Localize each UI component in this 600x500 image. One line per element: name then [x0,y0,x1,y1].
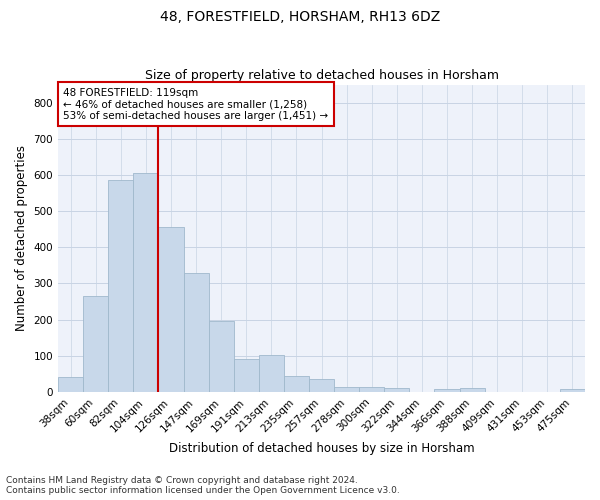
Bar [334,387,359,392]
Bar [233,360,259,392]
Bar [384,388,409,392]
Bar [209,322,233,392]
Text: 48 FORESTFIELD: 119sqm
← 46% of detached houses are smaller (1,258)
53% of semi-: 48 FORESTFIELD: 119sqm ← 46% of detached… [64,88,328,121]
Bar [158,228,184,392]
Bar [460,388,485,392]
Bar [309,378,334,392]
Bar [434,389,460,392]
Bar [83,296,108,392]
Text: Contains HM Land Registry data © Crown copyright and database right 2024.
Contai: Contains HM Land Registry data © Crown c… [6,476,400,495]
Bar [560,390,585,392]
Y-axis label: Number of detached properties: Number of detached properties [15,146,28,332]
Bar [284,376,309,392]
Bar [108,180,133,392]
X-axis label: Distribution of detached houses by size in Horsham: Distribution of detached houses by size … [169,442,475,455]
Bar [184,274,209,392]
Bar [133,173,158,392]
Bar [58,378,83,392]
Title: Size of property relative to detached houses in Horsham: Size of property relative to detached ho… [145,69,499,82]
Text: 48, FORESTFIELD, HORSHAM, RH13 6DZ: 48, FORESTFIELD, HORSHAM, RH13 6DZ [160,10,440,24]
Bar [259,354,284,392]
Bar [359,386,384,392]
